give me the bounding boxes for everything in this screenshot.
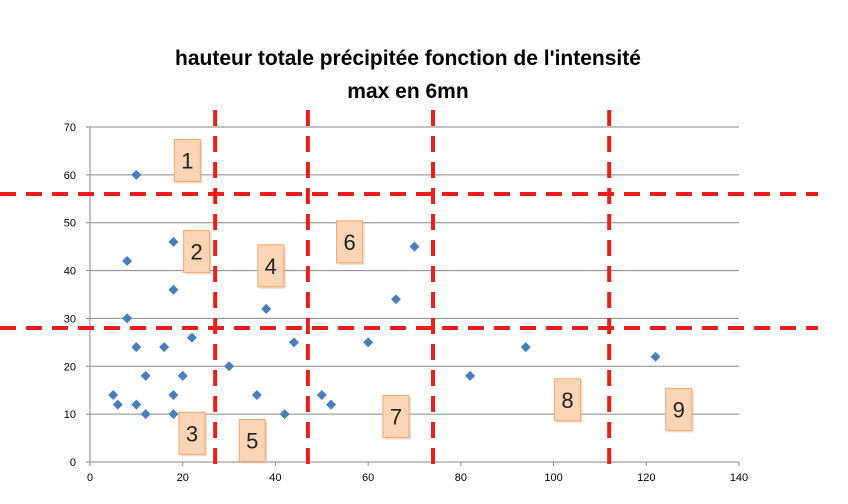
zone-label-text: 2 (190, 239, 202, 264)
data-point (520, 342, 531, 353)
zone-label-text: 1 (181, 149, 193, 174)
data-point (108, 390, 119, 400)
zone-label-text: 3 (186, 421, 198, 446)
data-points (108, 169, 661, 420)
data-point (288, 337, 299, 348)
zone-label-box (382, 395, 410, 439)
zone-label-box (183, 229, 211, 273)
zone-label-text: 8 (561, 388, 573, 413)
y-tick-label: 60 (64, 170, 76, 182)
axes: 0 10 20 30 40 50 60 70 0 20 40 60 80 100 120 140 (64, 122, 748, 484)
x-tick-label: 40 (269, 472, 281, 484)
x-tick-label: 100 (544, 472, 562, 484)
data-point (177, 370, 188, 381)
data-point (112, 399, 123, 410)
x-tick-label: 140 (730, 472, 748, 484)
data-point (159, 342, 170, 353)
y-tick-label: 50 (64, 218, 76, 230)
zone-label-box (336, 220, 364, 264)
zone-label-box (238, 418, 266, 462)
data-point (363, 337, 374, 348)
data-point (316, 390, 327, 400)
data-point (168, 284, 179, 295)
data-point (326, 399, 337, 410)
data-point (122, 313, 133, 324)
data-point (140, 409, 151, 420)
x-tick-label: 0 (87, 472, 93, 484)
data-point (390, 294, 401, 305)
data-point (131, 342, 142, 353)
zone-label-text: 4 (265, 254, 277, 279)
zone-label-5: 5 (238, 418, 268, 464)
zone-label-box (665, 387, 693, 431)
data-point (168, 390, 179, 400)
zone-label-9: 9 (665, 387, 694, 433)
zone-label-text: 9 (673, 397, 685, 422)
x-tick-label: 20 (177, 472, 189, 484)
data-point (140, 370, 151, 381)
zone-dividers (0, 110, 818, 464)
x-tick-label: 80 (455, 472, 467, 484)
data-point (261, 303, 272, 314)
data-point (650, 351, 661, 362)
zone-label-6: 6 (336, 220, 365, 265)
y-tick-label: 0 (70, 457, 76, 469)
x-tick-label: 120 (637, 472, 655, 484)
zone-label-box (257, 244, 285, 288)
zone-label-box (553, 378, 581, 422)
y-tick-label: 10 (64, 409, 76, 421)
data-point (279, 409, 290, 420)
data-point (409, 241, 420, 252)
zone-labels: 1 2 3 4 5 6 7 8 9 (173, 139, 694, 464)
data-point (131, 399, 142, 410)
data-point (122, 256, 133, 266)
data-point (168, 409, 179, 420)
zone-label-text: 5 (246, 428, 258, 453)
zone-label-1: 1 (173, 139, 203, 184)
zone-label-4: 4 (257, 244, 286, 289)
y-tick-label: 20 (64, 361, 76, 373)
y-tick-label: 70 (64, 122, 76, 134)
x-tick-label: 60 (362, 472, 374, 484)
data-point (224, 361, 235, 372)
chart-title-line-1: hauteur totale précipitée fonction de l'… (175, 47, 641, 70)
data-point (131, 169, 142, 180)
zone-label-2: 2 (183, 229, 212, 275)
data-point (251, 390, 262, 400)
y-tick-label: 30 (64, 313, 76, 325)
zone-label-text: 6 (343, 230, 355, 255)
y-tick-label: 40 (64, 266, 76, 278)
zone-label-7: 7 (382, 395, 411, 440)
zone-label-box (173, 139, 201, 182)
zone-label-box (178, 411, 206, 455)
chart-title-line-2: max en 6mn (347, 80, 468, 103)
zone-label-text: 7 (390, 405, 402, 430)
zone-label-3: 3 (178, 411, 207, 457)
data-point (186, 332, 197, 343)
data-point (168, 236, 179, 247)
data-point (465, 370, 476, 381)
zone-label-8: 8 (553, 378, 583, 423)
